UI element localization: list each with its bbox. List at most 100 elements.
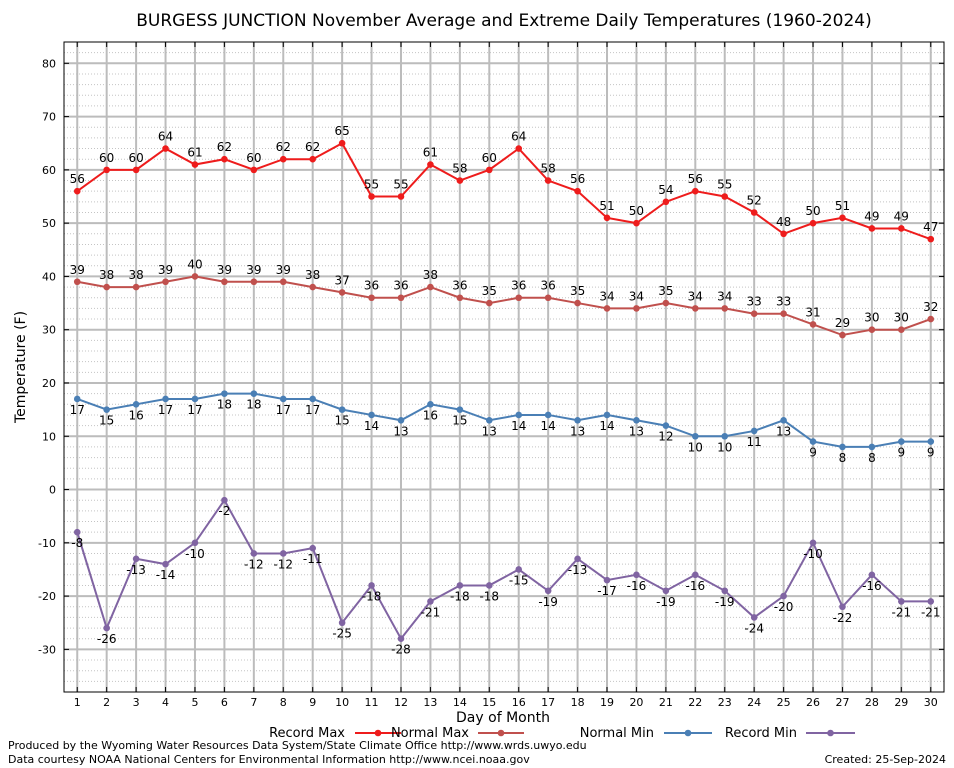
data-point (250, 550, 258, 557)
data-point (515, 411, 523, 419)
data-label: 61 (187, 146, 202, 160)
data-label: 10 (688, 440, 703, 454)
legend-marker (497, 729, 505, 737)
data-point (809, 438, 817, 445)
data-label: 38 (99, 268, 114, 282)
data-label: 37 (334, 273, 349, 287)
legend-label: Normal Max (391, 726, 469, 741)
data-label: 64 (511, 130, 526, 144)
data-point (485, 416, 493, 424)
data-point (309, 155, 316, 163)
data-label: -26 (97, 632, 117, 646)
x-tick-label: 24 (747, 696, 761, 709)
chart-title: BURGESS JUNCTION November Average and Ex… (136, 11, 871, 31)
data-label: 49 (894, 209, 909, 223)
data-label: 8 (839, 451, 847, 465)
data-label: -8 (71, 536, 83, 550)
data-point (132, 166, 140, 174)
data-label: 35 (658, 284, 673, 298)
data-point (839, 214, 846, 222)
data-label: 13 (629, 424, 644, 438)
data-point (191, 395, 199, 403)
data-label: 17 (70, 403, 85, 417)
data-point (927, 598, 935, 605)
data-point (338, 406, 346, 413)
data-label: 15 (334, 414, 349, 428)
data-point (368, 193, 375, 200)
data-point (279, 395, 287, 403)
data-point (927, 315, 935, 323)
data-label: 36 (364, 279, 379, 293)
data-point (692, 187, 699, 195)
data-point (427, 400, 434, 408)
data-point (544, 294, 552, 302)
data-point (898, 598, 905, 605)
data-point (73, 278, 81, 286)
legend-item-record-max: Record Max (269, 726, 401, 741)
footer-data-courtesy: Data courtesy NOAA National Centers for … (8, 753, 530, 766)
data-point (721, 432, 729, 440)
data-label: 58 (541, 162, 556, 176)
data-label: -16 (685, 579, 705, 593)
data-point (250, 278, 258, 286)
data-label: 13 (482, 424, 497, 438)
data-label: -18 (479, 589, 499, 603)
data-point (868, 443, 876, 451)
y-tick-label: 20 (42, 377, 56, 390)
data-point (750, 310, 758, 318)
y-tick-label: 70 (42, 111, 56, 124)
footer-created-date: Created: 25-Sep-2024 (825, 753, 946, 766)
data-label: -11 (303, 552, 323, 566)
data-point (780, 310, 787, 318)
data-point (780, 592, 787, 600)
data-point (368, 582, 375, 589)
series-line (76, 141, 932, 241)
data-point (898, 326, 905, 334)
data-point (750, 614, 758, 621)
data-point (279, 550, 287, 557)
data-label: 36 (393, 279, 408, 293)
data-point (898, 438, 905, 445)
data-point (427, 161, 434, 168)
data-point (927, 235, 935, 243)
x-tick-label: 4 (162, 696, 169, 709)
x-tick-label: 3 (133, 696, 140, 709)
data-label: 61 (423, 146, 438, 160)
data-label: -21 (921, 605, 941, 619)
data-point (191, 539, 199, 547)
data-point (515, 294, 523, 302)
data-label: 32 (923, 300, 938, 314)
data-label: -18 (450, 589, 470, 603)
x-tick-label: 13 (423, 696, 437, 709)
data-label: 62 (217, 140, 232, 154)
x-tick-label: 15 (482, 696, 496, 709)
data-label: 34 (599, 289, 614, 303)
legend-item-normal-min: Normal Min (580, 726, 712, 741)
x-tick-label: 17 (541, 696, 555, 709)
data-label: 50 (805, 204, 820, 218)
series-record-max: 56 60 60 64 61 62 60 62 62 65 55 55 61 58 60 64 58 56 51 50… (70, 124, 938, 243)
data-label: 52 (747, 193, 762, 207)
data-label: 49 (864, 209, 879, 223)
data-point (662, 422, 670, 429)
data-point (250, 166, 258, 174)
y-tick-label: 10 (42, 430, 56, 443)
data-label: -12 (244, 557, 264, 571)
data-point (162, 395, 169, 403)
data-point (662, 198, 670, 206)
data-label: -12 (273, 557, 293, 571)
data-point (73, 528, 81, 536)
x-tick-label: 22 (688, 696, 702, 709)
data-label: -20 (774, 600, 794, 614)
data-label: 64 (158, 130, 173, 144)
data-point (839, 331, 846, 339)
data-point (338, 139, 346, 147)
data-label: 13 (393, 424, 408, 438)
data-label: 38 (305, 268, 320, 282)
data-label: -13 (126, 563, 146, 577)
data-label: 11 (747, 435, 762, 449)
data-point (279, 155, 287, 163)
data-label: -28 (391, 643, 411, 657)
